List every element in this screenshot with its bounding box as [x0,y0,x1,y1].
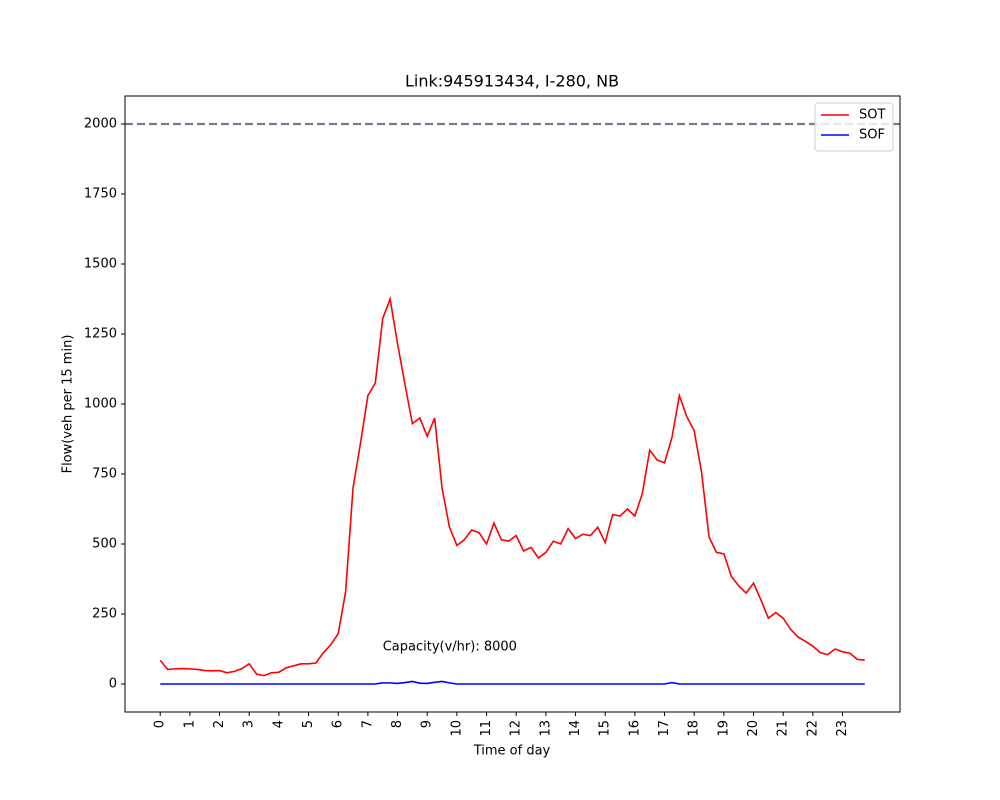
chart-title: Link:945913434, I-280, NB [405,72,619,91]
x-tick-label: 15 [598,720,613,737]
series-line [159,295,865,677]
x-tick-label: 1 [182,720,197,728]
y-tick-label: 0 [109,677,117,692]
y-tick-label: 500 [92,537,117,552]
x-tick-label: 17 [657,720,672,737]
y-tick-label: 2000 [84,117,117,132]
x-tick-label: 4 [271,720,286,728]
x-tick-label: 0 [153,720,168,728]
y-tick-label: 1500 [84,257,117,272]
x-tick-label: 3 [242,720,257,728]
x-tick-label: 6 [331,720,346,728]
x-axis-label: Time of day [473,744,551,759]
x-tick-label: 11 [479,720,494,737]
legend-label: SOF [859,128,885,143]
plot-frame [124,95,901,713]
x-tick-label: 20 [746,720,761,737]
x-tick-label: 19 [716,720,731,737]
x-tick-label: 8 [390,720,405,728]
x-tick-label: 2 [212,720,227,728]
x-tick-label: 16 [627,720,642,737]
x-tick-label: 14 [568,720,583,737]
y-tick-label: 1000 [84,397,117,412]
x-tick-label: 7 [360,720,375,728]
x-tick-label: 22 [805,720,820,737]
x-tick-label: 23 [835,720,850,737]
legend-label: SOT [859,108,885,123]
y-tick-label: 250 [92,607,117,622]
y-tick-label: 1250 [84,327,117,342]
legend: SOT SOF [814,102,894,152]
y-tick-label: 750 [92,467,117,482]
x-tick-label: 12 [509,720,524,737]
x-tick-label: 9 [420,720,435,728]
x-tick-label: 13 [538,720,553,737]
x-tick-label: 5 [301,720,316,728]
x-tick-label: 21 [776,720,791,737]
x-tick-label: 10 [449,720,464,737]
x-tick-label: 18 [687,720,702,737]
series-line [160,680,865,685]
annotation: Capacity(v/hr): 8000 [383,640,517,655]
y-axis-label: Flow(veh per 15 min) [61,335,76,474]
y-tick-label: 1750 [84,187,117,202]
